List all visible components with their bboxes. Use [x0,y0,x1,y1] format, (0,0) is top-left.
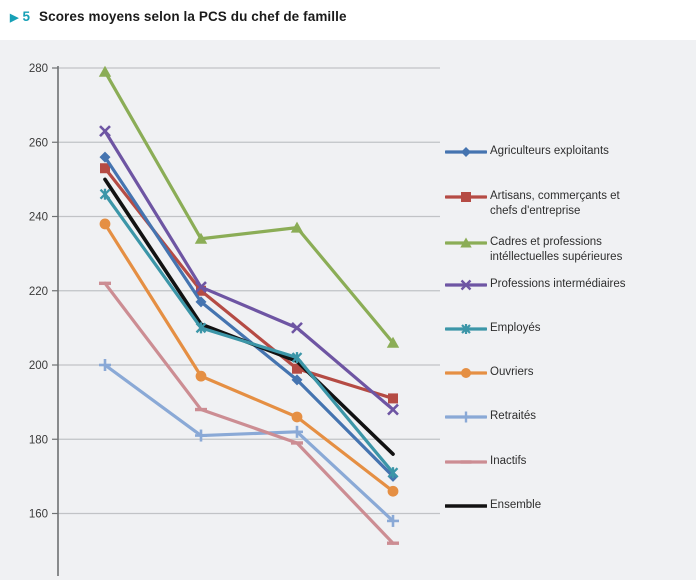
y-axis-label: 240 [29,212,48,224]
series-4 [99,125,399,416]
y-axis-label: 160 [29,509,48,521]
series-line [103,281,395,545]
y-axis-label: 280 [29,63,48,75]
chart-panel [0,40,696,580]
series-line [103,70,395,345]
series-2 [100,163,398,404]
series-5 [99,188,399,479]
series-7 [99,359,399,527]
series-line [103,192,395,475]
figure-title: Scores moyens selon la PCS du chef de fa… [38,9,347,24]
figure-marker-icon: ▶ [10,12,19,24]
series-line [103,222,395,493]
y-axis-label: 180 [29,434,48,446]
figure-number: 5 [22,9,30,24]
series-6 [99,218,399,497]
series-3 [98,65,400,348]
figure-header: ▶ 5 Scores moyens selon la PCS du chef d… [10,9,347,24]
series-line [103,363,395,523]
series-line [103,129,395,412]
y-axis-label: 200 [29,360,48,372]
series-line [103,155,395,478]
y-axis-label: 220 [29,286,48,298]
y-axis-label: 260 [29,137,48,149]
series-8 [99,281,399,545]
